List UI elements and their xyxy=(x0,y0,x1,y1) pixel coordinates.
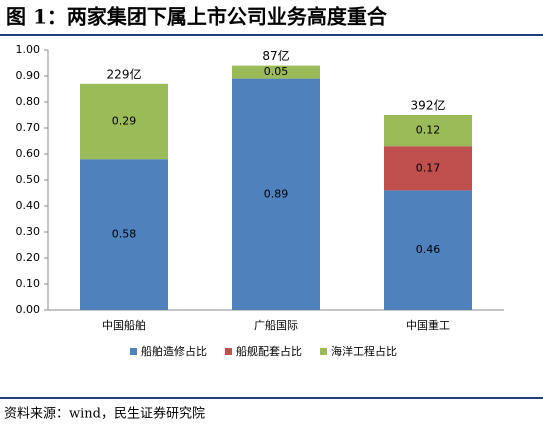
y-tick-label: 0.00 xyxy=(16,303,41,316)
y-tick-label: 0.50 xyxy=(16,173,41,186)
total-label: 87亿 xyxy=(262,48,289,63)
data-label: 0.89 xyxy=(264,187,289,200)
bar-segment xyxy=(80,159,168,310)
x-tick-label: 广船国际 xyxy=(254,318,298,332)
source: 资料来源：wind，民生证券研究院 xyxy=(4,406,205,422)
legend-label: 船舶造修占比 xyxy=(141,344,207,358)
y-tick-label: 0.70 xyxy=(16,121,41,134)
title-rule xyxy=(0,34,543,36)
legend-label: 海洋工程占比 xyxy=(331,344,397,358)
chart-title: 图 1：两家集团下属上市公司业务高度重合 xyxy=(6,5,388,29)
legend-swatch xyxy=(130,348,137,355)
data-label: 0.29 xyxy=(112,115,137,128)
bar-segment xyxy=(80,83,168,160)
data-label: 0.05 xyxy=(264,65,289,78)
legend-swatch xyxy=(225,348,232,355)
y-tick-label: 0.30 xyxy=(16,225,41,238)
data-label: 0.46 xyxy=(416,243,441,256)
y-tick-label: 0.40 xyxy=(16,199,41,212)
source-rule xyxy=(0,397,543,399)
y-tick-label: 0.60 xyxy=(16,147,41,160)
bar-segment xyxy=(232,78,320,310)
y-tick-label: 0.80 xyxy=(16,95,41,108)
total-label: 392亿 xyxy=(411,98,446,113)
total-label: 229亿 xyxy=(107,66,142,81)
bar-segment xyxy=(384,190,472,310)
y-tick-label: 0.90 xyxy=(16,69,41,82)
y-tick-label: 1.00 xyxy=(16,43,41,56)
legend-swatch xyxy=(320,348,327,355)
x-tick-label: 中国船舶 xyxy=(102,318,146,332)
data-label: 0.12 xyxy=(416,124,441,137)
bar-segment xyxy=(232,65,320,79)
bar-segment xyxy=(384,115,472,147)
x-tick-label: 中国重工 xyxy=(406,318,450,332)
data-label: 0.17 xyxy=(416,161,441,174)
data-label: 0.58 xyxy=(112,228,137,241)
y-tick-label: 0.20 xyxy=(16,251,41,264)
legend-label: 船舰配套占比 xyxy=(236,344,302,358)
y-tick-label: 0.10 xyxy=(16,277,41,290)
bar-segment xyxy=(384,146,472,191)
